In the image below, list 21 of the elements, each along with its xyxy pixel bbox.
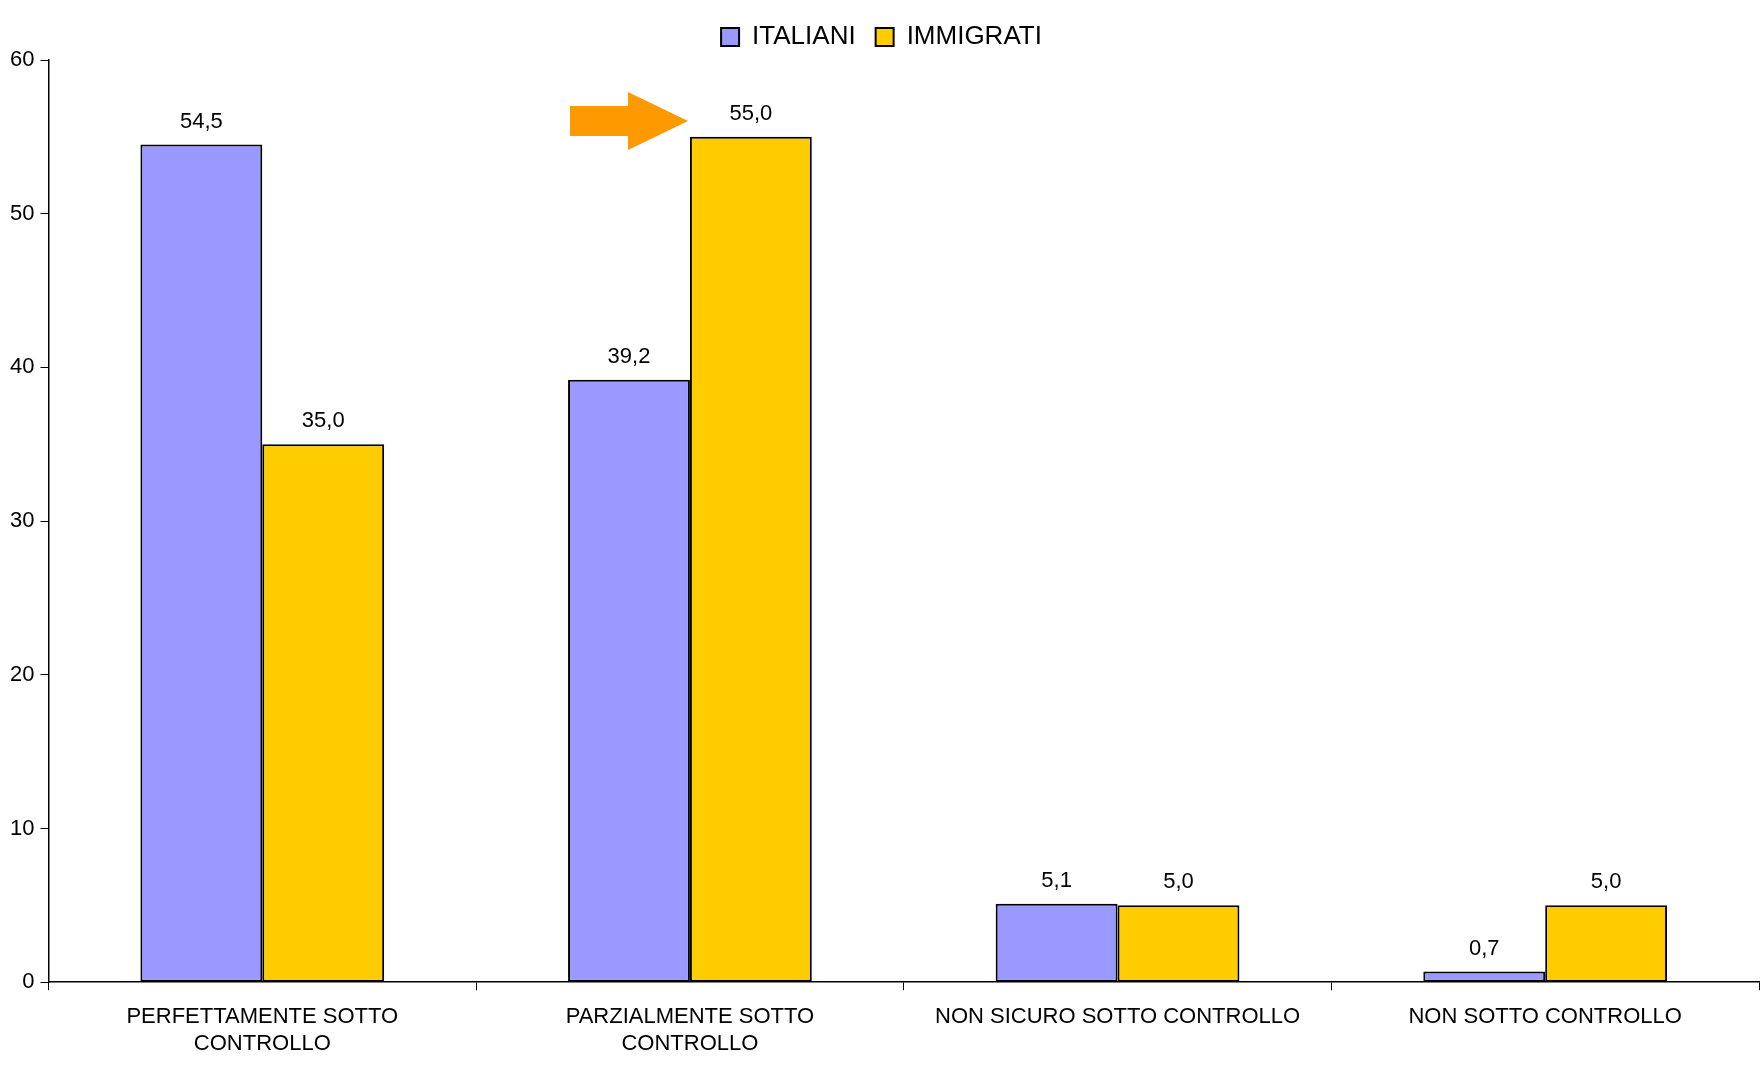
x-tick-label: NON SOTTO CONTROLLO [1408,1003,1682,1029]
data-label: 35,0 [301,407,345,433]
y-tick-label: 10 [9,814,35,840]
data-label: 5,0 [1163,868,1194,894]
y-tick-label: 0 [22,968,35,994]
legend-label: IMMIGRATI [906,20,1042,51]
x-tick-label: PARZIALMENTE SOTTO CONTROLLO [565,1003,815,1055]
data-label: 5,1 [1041,866,1072,892]
x-tick-label: NON SICURO SOTTO CONTROLLO [935,1003,1301,1029]
legend-label: ITALIANI [752,20,856,51]
data-label: 55,0 [729,99,773,125]
x-tick-label: PERFETTAMENTE SOTTO CONTROLLO [126,1003,399,1055]
y-tick-label: 60 [9,46,35,72]
y-tick-label: 40 [9,353,35,379]
data-label: 0,7 [1468,934,1500,960]
y-tick-label: 30 [9,507,35,533]
data-label: 5,0 [1590,868,1622,894]
y-tick-label: 20 [9,660,35,686]
data-label: 39,2 [607,342,651,368]
data-label: 54,5 [179,107,223,133]
y-tick-label: 50 [9,199,35,225]
